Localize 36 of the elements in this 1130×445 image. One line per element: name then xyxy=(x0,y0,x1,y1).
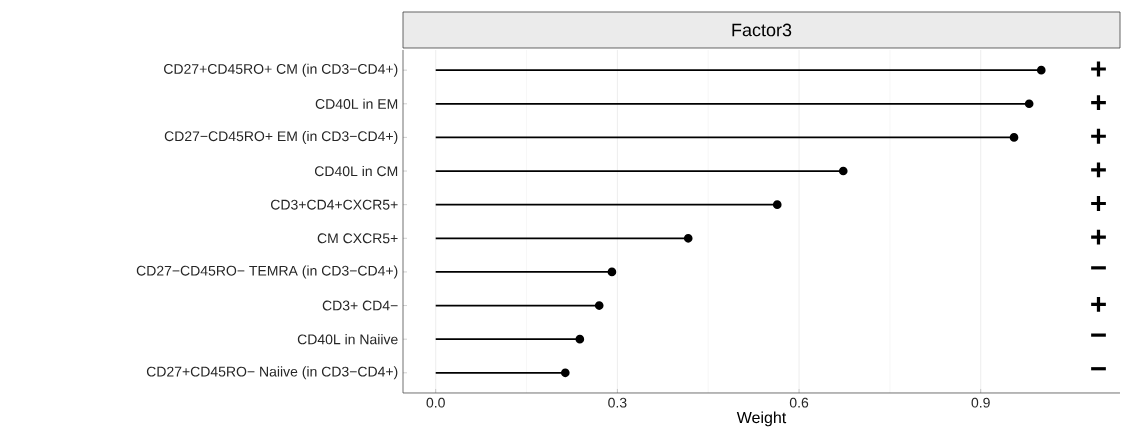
x-axis-title: Weight xyxy=(736,411,787,427)
point xyxy=(838,166,848,176)
point xyxy=(1036,65,1046,75)
x-tick-label: 0.3 xyxy=(608,397,627,408)
annotation: + xyxy=(1091,95,1106,111)
point xyxy=(594,301,604,310)
annotation: − xyxy=(1091,333,1106,337)
annotation: − xyxy=(1091,266,1106,270)
y-tick-label: CD27−CD45RO+ EM (in CD3−CD4+) xyxy=(164,130,398,144)
y-tick-label: CD27+CD45RO− Naiive (in CD3−CD4+) xyxy=(146,366,398,380)
annotation: − xyxy=(1091,367,1106,371)
y-tick-label: CD40L in EM xyxy=(315,98,398,109)
y-tick-label: CD27+CD45RO+ CM (in CD3−CD4+) xyxy=(164,63,398,77)
y-tick-label: CD40L in Naiive xyxy=(297,334,398,345)
point xyxy=(683,233,693,243)
x-tick-label: 0.9 xyxy=(971,397,990,408)
chart-title: Factor3 xyxy=(732,23,792,37)
point xyxy=(1009,133,1019,142)
annotation: + xyxy=(1091,128,1106,144)
point xyxy=(772,200,782,210)
x-tick-label: 0.6 xyxy=(789,397,809,408)
point xyxy=(575,334,585,344)
y-tick-label: CD27−CD45RO− TEMRA (in CD3−CD4+) xyxy=(136,265,398,279)
annotation: + xyxy=(1091,61,1106,77)
annotation: + xyxy=(1091,162,1106,178)
point xyxy=(560,368,570,378)
y-tick-label: CD3+CD4+CXCR5+ xyxy=(271,199,398,210)
y-tick-label: CM CXCR5+ xyxy=(317,233,398,244)
y-tick-label: CD40L in CM xyxy=(314,165,398,177)
annotation: + xyxy=(1091,229,1106,245)
annotation: + xyxy=(1091,296,1106,312)
point xyxy=(607,267,617,277)
point xyxy=(1024,99,1034,109)
annotation: + xyxy=(1091,196,1106,211)
x-tick-label: 0.0 xyxy=(426,397,445,408)
y-tick-label: CD3+ CD4− xyxy=(322,300,398,311)
